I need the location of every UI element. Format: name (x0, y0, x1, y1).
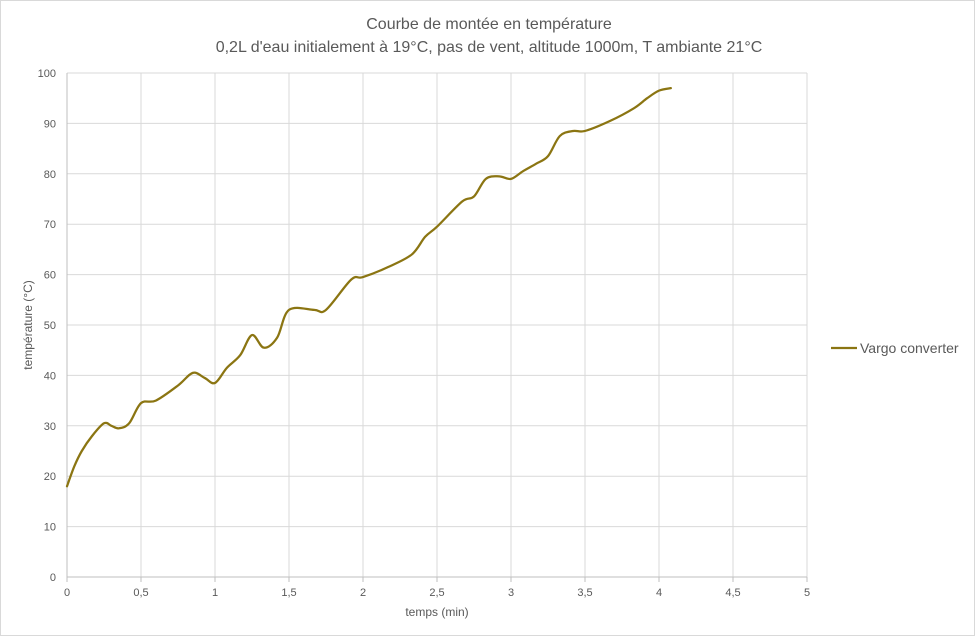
series-line-vargo-converter (65, 86, 672, 488)
chart-subtitle: 0,2L d'eau initialement à 19°C, pas de v… (216, 39, 763, 56)
y-tick-label: 30 (44, 421, 56, 433)
y-tick-label: 0 (50, 572, 56, 584)
x-tick-label: 1 (212, 587, 218, 599)
series-lines (65, 86, 672, 488)
x-tick-label: 1,5 (281, 587, 296, 599)
x-tick-label: 2 (360, 587, 366, 599)
x-tick-label: 4 (656, 587, 662, 599)
gridlines (67, 72, 808, 577)
y-tick-label: 40 (44, 370, 56, 382)
y-tick-label: 10 (44, 522, 56, 534)
x-tick-label: 0,5 (133, 587, 148, 599)
x-tick-label: 3,5 (577, 587, 592, 599)
legend-label-vargo-converter: Vargo converter (860, 340, 959, 356)
x-axis-label: temps (min) (405, 605, 468, 619)
chart-title: Courbe de montée en température (366, 16, 612, 33)
x-tick-label: 0 (64, 587, 70, 599)
x-tick-label: 2,5 (429, 587, 444, 599)
y-tick-label: 80 (44, 169, 56, 181)
axes (66, 73, 808, 582)
x-tick-label: 4,5 (725, 587, 740, 599)
y-tick-label: 20 (44, 471, 56, 483)
y-tick-label: 100 (38, 68, 56, 80)
y-tick-label: 70 (44, 219, 56, 231)
y-axis-label: température (°C) (21, 280, 35, 370)
y-tick-label: 60 (44, 270, 56, 282)
x-axis-tick-labels: 0 0,5 1 1,5 2 2,5 3 3,5 4 4,5 5 (64, 587, 810, 599)
legend: Vargo converter (831, 340, 959, 356)
y-axis-tick-labels: 0 10 20 30 40 50 60 70 80 90 100 (38, 68, 56, 584)
x-tick-label: 5 (804, 587, 810, 599)
x-tick-label: 3 (508, 587, 514, 599)
y-tick-label: 90 (44, 118, 56, 130)
y-tick-label: 50 (44, 320, 56, 332)
